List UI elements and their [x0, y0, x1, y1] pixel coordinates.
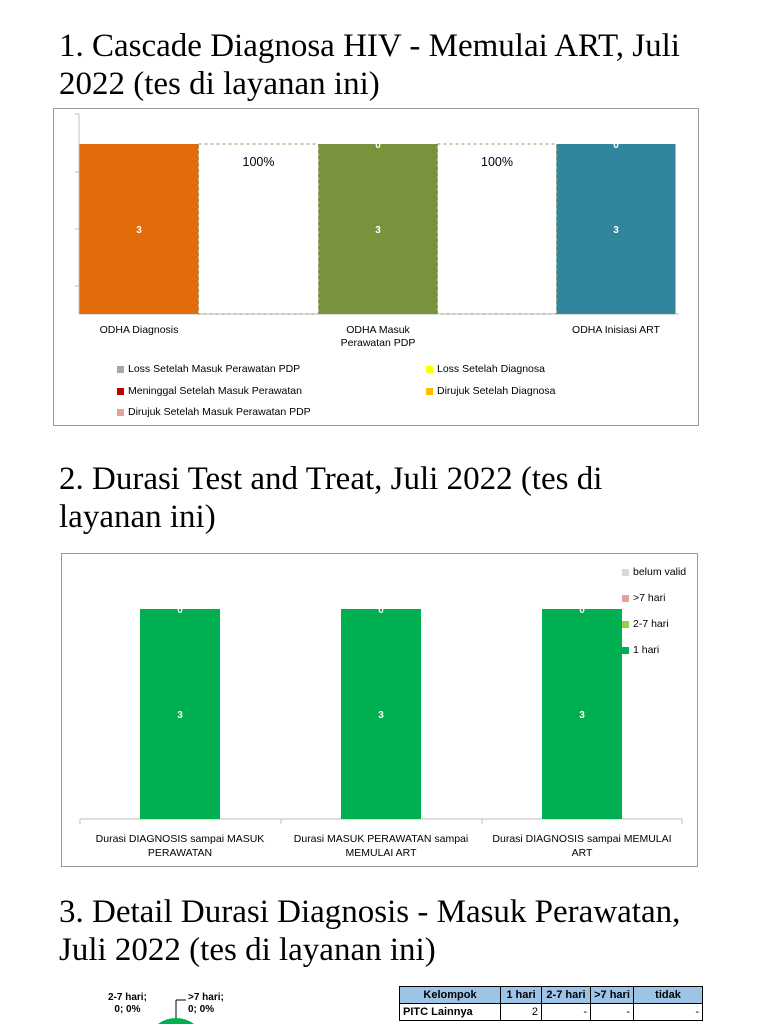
- bar-1: [79, 144, 199, 314]
- category-label: Durasi DIAGNOSIS sampai MEMULAI: [492, 833, 671, 845]
- legend-swatch: [117, 387, 124, 395]
- bar-segment-1-hari: [542, 609, 622, 819]
- table-cell: 2: [500, 1003, 542, 1021]
- legend-swatch: [117, 408, 124, 416]
- category-label: Perawatan PDP: [341, 337, 416, 349]
- bar-top-label: 0: [375, 140, 381, 151]
- bar-3: [556, 144, 676, 314]
- legend-swatch: [622, 568, 629, 576]
- category-label: PERAWATAN: [148, 847, 212, 859]
- bar-value-label: 3: [613, 225, 619, 236]
- bar-value-label: 3: [177, 710, 183, 721]
- table-header-row: Kelompok 1 hari 2-7 hari >7 hari tidak: [399, 986, 703, 1004]
- pie-slice-1-hari: [158, 1018, 194, 1024]
- legend-item: Dirujuk Setelah Masuk Perawatan PDP: [117, 406, 311, 418]
- section-1-title: 1. Cascade Diagnosa HIV - Memulai ART, J…: [59, 28, 680, 102]
- table-cell: PITC Lainnya: [399, 1003, 501, 1021]
- section-3-title: 3. Detail Durasi Diagnosis - Masuk Peraw…: [59, 894, 681, 968]
- legend-item: >7 hari: [622, 592, 665, 604]
- table-cell: -: [590, 1003, 634, 1021]
- bar-value-label: 3: [579, 710, 585, 721]
- table-header: >7 hari: [590, 986, 634, 1004]
- table-header: 1 hari: [500, 986, 542, 1004]
- legend-item: Dirujuk Setelah Diagnosa: [426, 385, 555, 397]
- bar-top-label: 0: [579, 605, 585, 616]
- legend-item: Loss Setelah Masuk Perawatan PDP: [117, 363, 300, 375]
- legend-swatch: [426, 365, 433, 373]
- connector-2: [437, 143, 557, 315]
- pie-label-2-7-hari: 2-7 hari; 0; 0%: [108, 992, 147, 1015]
- duration-chart-panel: 3 0 Durasi DIAGNOSIS sampai MASUK PERAWATAN…: [61, 553, 698, 867]
- table-header: tidak: [633, 986, 703, 1004]
- legend-item: 1 hari: [622, 644, 659, 656]
- legend-label: 1 hari: [633, 644, 660, 656]
- legend-label: Loss Setelah Diagnosa: [437, 363, 545, 375]
- category-label: MEMULAI ART: [346, 847, 418, 859]
- table-header: Kelompok: [399, 986, 501, 1004]
- category-label: Durasi MASUK PERAWATAN sampai: [294, 833, 468, 845]
- legend-swatch: [622, 594, 629, 602]
- legend-label: Dirujuk Setelah Masuk Perawatan PDP: [128, 406, 311, 418]
- table-row: PITC Lainnya 2 - - -: [399, 1003, 703, 1021]
- connector-percent-label: 100%: [243, 155, 275, 169]
- bar-value-label: 3: [375, 225, 381, 236]
- pie-leader-lines: [158, 999, 194, 1024]
- bar-segment-1-hari: [140, 609, 220, 819]
- category-label: ODHA Masuk: [346, 324, 410, 336]
- legend-label: belum valid: [633, 566, 687, 578]
- bar-2: [318, 144, 438, 314]
- duration-detail-table: Kelompok 1 hari 2-7 hari >7 hari tidak P…: [399, 986, 703, 1021]
- pie-label-more-7-hari: >7 hari; 0; 0%: [188, 992, 224, 1015]
- category-label: ODHA Inisiasi ART: [572, 324, 661, 336]
- table-header: 2-7 hari: [541, 986, 591, 1004]
- legend-label: Meninggal Setelah Masuk Perawatan: [128, 385, 302, 397]
- legend-label: 2-7 hari: [633, 618, 669, 630]
- connector-percent-label: 100%: [481, 155, 513, 169]
- duration-pie-fragment: 2-7 hari; 0; 0% >7 hari; 0; 0%: [100, 990, 260, 1024]
- category-label: Durasi DIAGNOSIS sampai MASUK: [96, 833, 265, 845]
- bar-value-label: 3: [136, 225, 142, 236]
- legend-swatch: [117, 365, 124, 373]
- bar-top-label: 0: [177, 605, 183, 616]
- legend-item: Loss Setelah Diagnosa: [426, 363, 545, 375]
- legend-swatch: [622, 646, 629, 654]
- bar-segment-1-hari: [341, 609, 421, 819]
- legend-swatch: [622, 620, 629, 628]
- legend-item: Meninggal Setelah Masuk Perawatan: [117, 385, 302, 397]
- duration-chart: 3 0 Durasi DIAGNOSIS sampai MASUK PERAWATAN…: [79, 605, 683, 859]
- legend-item: 2-7 hari: [622, 618, 669, 630]
- connector-1: [198, 143, 319, 315]
- legend-label: Dirujuk Setelah Diagnosa: [437, 385, 556, 397]
- legend-item: belum valid: [622, 566, 686, 578]
- legend-label: >7 hari: [633, 592, 666, 604]
- bar-top-label: 0: [613, 140, 619, 151]
- cascade-chart-panel: 3 ODHA Diagnosis 3 0 ODHA Masuk Perawatan PDP…: [53, 108, 699, 426]
- bar-value-label: 3: [378, 710, 384, 721]
- legend-swatch: [426, 387, 433, 395]
- section-2-title: 2. Durasi Test and Treat, Juli 2022 (tes…: [59, 461, 603, 535]
- table-cell: -: [541, 1003, 591, 1021]
- legend-label: Loss Setelah Masuk Perawatan PDP: [128, 363, 301, 375]
- category-label: ODHA Diagnosis: [100, 324, 179, 336]
- table-cell: -: [633, 1003, 703, 1021]
- bar-top-label: 0: [378, 605, 384, 616]
- category-label: ART: [572, 847, 593, 859]
